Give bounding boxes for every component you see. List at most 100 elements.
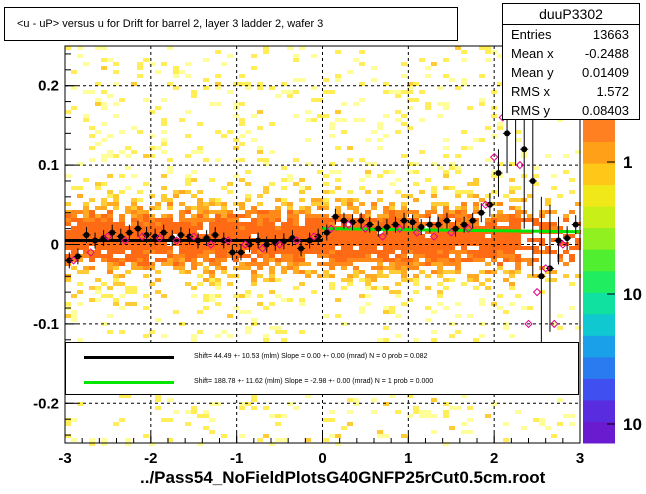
- density-cell: [185, 218, 191, 222]
- density-cell: [239, 246, 245, 250]
- palette-label: 10: [623, 285, 642, 304]
- density-cell: [89, 258, 95, 262]
- density-cell: [443, 102, 449, 106]
- density-cell: [479, 302, 485, 306]
- data-point: [340, 217, 347, 224]
- density-cell: [173, 222, 179, 226]
- density-cell: [539, 214, 545, 218]
- density-cell: [545, 202, 551, 206]
- density-cell: [287, 222, 293, 226]
- density-cell: [263, 186, 269, 190]
- density-cell: [329, 230, 335, 234]
- density-cell: [179, 218, 185, 222]
- data-point: [177, 231, 184, 238]
- density-cell: [551, 278, 557, 282]
- density-cell: [275, 422, 281, 426]
- density-cell: [83, 90, 89, 94]
- density-cell: [341, 250, 347, 254]
- density-cell: [533, 250, 539, 254]
- density-cell: [317, 230, 323, 234]
- density-cell: [191, 94, 197, 98]
- density-cell: [467, 146, 473, 150]
- density-cell: [413, 338, 419, 342]
- density-cell: [149, 330, 155, 334]
- density-cell: [257, 222, 263, 226]
- density-cell: [83, 254, 89, 258]
- density-cell: [359, 202, 365, 206]
- density-cell: [293, 234, 299, 238]
- density-cell: [431, 330, 437, 334]
- density-cell: [113, 226, 119, 230]
- data-point-diamond: [223, 236, 233, 245]
- density-cell: [389, 218, 395, 222]
- density-cell: [71, 418, 77, 422]
- density-cell: [203, 218, 209, 222]
- density-cell: [437, 202, 443, 206]
- density-cell: [389, 266, 395, 270]
- density-cell: [365, 278, 371, 282]
- density-cell: [335, 262, 341, 266]
- density-cell: [431, 250, 437, 254]
- density-cell: [419, 246, 425, 250]
- density-cell: [395, 262, 401, 266]
- density-cell: [497, 254, 503, 258]
- density-cell: [467, 190, 473, 194]
- density-cell: [413, 230, 419, 234]
- density-cell: [323, 198, 329, 202]
- density-cell: [311, 270, 317, 274]
- data-point: [315, 233, 322, 240]
- density-cell: [227, 210, 233, 214]
- density-cell: [71, 246, 77, 250]
- density-cell: [395, 270, 401, 274]
- density-cell: [413, 410, 419, 414]
- density-cell: [527, 262, 533, 266]
- density-cell: [293, 262, 299, 266]
- density-cell: [227, 90, 233, 94]
- density-cell: [281, 338, 287, 342]
- density-cell: [419, 214, 425, 218]
- density-cell: [365, 230, 371, 234]
- density-cell: [515, 410, 521, 414]
- density-cell: [419, 410, 425, 414]
- density-cell: [149, 246, 155, 250]
- density-cell: [95, 182, 101, 186]
- density-cell: [263, 258, 269, 262]
- data-point: [349, 219, 356, 226]
- density-cell: [383, 254, 389, 258]
- density-cell: [479, 254, 485, 258]
- density-cell: [107, 154, 113, 158]
- density-cell: [107, 246, 113, 250]
- density-cell: [263, 434, 269, 438]
- density-cell: [113, 262, 119, 266]
- density-cell: [389, 394, 395, 398]
- density-cell: [191, 286, 197, 290]
- density-cell: [467, 274, 473, 278]
- density-cell: [275, 278, 281, 282]
- density-cell: [185, 210, 191, 214]
- density-cell: [365, 258, 371, 262]
- density-cell: [431, 258, 437, 262]
- density-cell: [467, 430, 473, 434]
- density-cell: [497, 174, 503, 178]
- palette-segment: [583, 120, 615, 143]
- density-cell: [371, 162, 377, 166]
- palette-segment: [583, 249, 615, 272]
- density-cell: [413, 214, 419, 218]
- density-cell: [167, 262, 173, 266]
- palette-segment: [583, 421, 615, 444]
- density-cell: [545, 226, 551, 230]
- density-cell: [281, 230, 287, 234]
- density-cell: [149, 214, 155, 218]
- density-cell: [251, 406, 257, 410]
- density-cell: [329, 218, 335, 222]
- density-cell: [503, 238, 509, 242]
- density-cell: [305, 234, 311, 238]
- density-cell: [269, 122, 275, 126]
- density-cell: [83, 218, 89, 222]
- density-cell: [305, 218, 311, 222]
- density-cell: [335, 298, 341, 302]
- density-cell: [203, 254, 209, 258]
- density-cell: [329, 246, 335, 250]
- stats-row-entries: Entries 13663: [503, 25, 639, 44]
- density-cell: [461, 82, 467, 86]
